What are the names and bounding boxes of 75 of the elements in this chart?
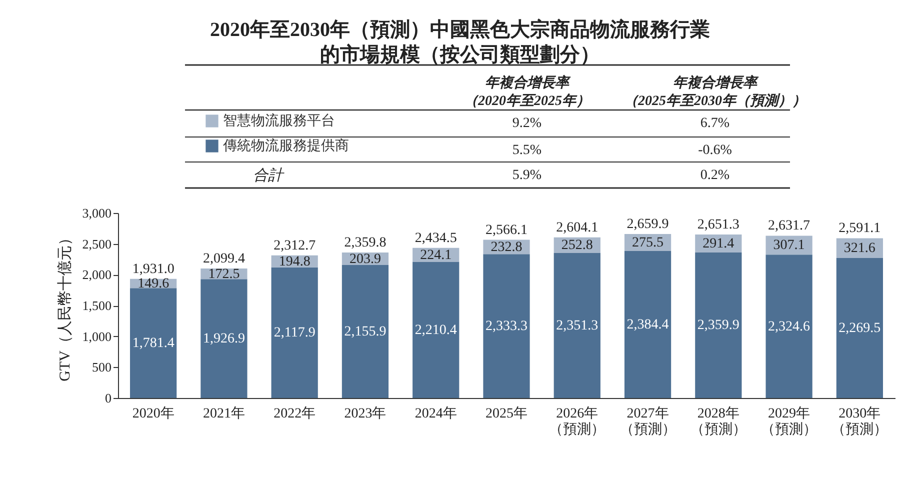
text: 5.9% (512, 168, 542, 183)
bar (200, 279, 248, 398)
total-label: 2,631.7 (768, 218, 810, 234)
text: 年複合增長率（2025年至2030年（預測）） (624, 74, 806, 109)
bar (271, 267, 318, 398)
bar (130, 288, 177, 398)
data-label: 1,781.4 (132, 336, 174, 352)
x-tick-label: 2029年（預測） (761, 406, 818, 438)
y-tick-label: 2,000 (82, 267, 112, 282)
y-tick-label: 1,000 (82, 328, 112, 344)
y-tick-label: 2,500 (82, 236, 112, 252)
total-label: 2,312.7 (274, 238, 316, 254)
total-label: 2,659.9 (626, 216, 669, 232)
total-label: 2,434.5 (414, 230, 457, 246)
data-label: 2,384.4 (626, 317, 669, 332)
text: 5.5% (512, 143, 542, 158)
data-label: 307.1 (773, 238, 805, 254)
y-tick-label: 3,000 (82, 206, 112, 220)
x-tick-label: 2028年（預測） (690, 406, 746, 438)
y-axis-title: GTV（人民幣十億元） (56, 230, 74, 382)
bar (624, 250, 672, 398)
data-label: 2,269.5 (838, 321, 881, 336)
data-label: 203.9 (349, 252, 381, 267)
data-label: 2,155.9 (344, 324, 386, 340)
x-tick-label: 2024年 (414, 406, 457, 422)
data-label: 291.4 (702, 236, 734, 252)
y-tick-label: 500 (92, 360, 112, 375)
total-label: 2,566.1 (486, 222, 528, 238)
bar (483, 254, 530, 398)
x-tick-label: 2030年（預測） (832, 406, 888, 438)
data-label: 275.5 (632, 235, 664, 250)
text: -0.6% (698, 143, 732, 158)
total-label: 2,591.1 (838, 221, 881, 236)
x-tick-label: 2021年 (202, 406, 245, 422)
bar (695, 252, 742, 398)
bar (342, 265, 389, 398)
data-label: 252.8 (561, 238, 593, 254)
x-tick-label: 2022年 (274, 406, 316, 422)
bar (412, 262, 460, 398)
total-label: 1,931.0 (132, 262, 174, 277)
x-tick-label: 2020年 (132, 406, 174, 422)
x-tick-label: 2025年 (486, 406, 528, 422)
y-tick-label: 0 (105, 390, 112, 406)
y-tick-label: 1,500 (82, 298, 112, 313)
data-label: 224.1 (420, 248, 452, 263)
legend-label: 智慧物流服務平台 (223, 113, 335, 129)
x-tick-label: 2026年（預測） (549, 406, 606, 438)
data-label: 1,926.9 (202, 332, 245, 347)
text: 9.2% (512, 116, 542, 131)
bar (766, 254, 812, 398)
data-label: 172.5 (208, 266, 240, 282)
data-label: 2,333.3 (486, 319, 528, 334)
chart-title: 2020年至2030年（預測）中國黑色大宗商品物流服務行業的市場規模（按公司類型劃分） (210, 18, 710, 66)
total-label: 2,604.1 (556, 220, 598, 236)
data-label: 321.6 (844, 241, 876, 256)
text: 年複合增長率（2020年至2025年） (464, 74, 590, 109)
data-label: 2,210.4 (414, 322, 457, 338)
data-label: 149.6 (138, 276, 170, 292)
x-tick-label: 2027年（預測） (620, 406, 676, 438)
legend-label: 傳統物流服務提供商 (222, 138, 349, 154)
text: 0.2% (700, 168, 730, 183)
data-label: 2,351.3 (556, 318, 598, 334)
total-label: 2,099.4 (202, 252, 245, 267)
total-label: 2,651.3 (697, 218, 740, 233)
text: 6.7% (700, 116, 730, 131)
data-label: 194.8 (278, 254, 310, 270)
data-label: 232.8 (490, 240, 522, 255)
total-label: 2,359.8 (344, 235, 386, 250)
bar (554, 253, 600, 398)
text: 合計 (253, 167, 285, 184)
data-label: 2,117.9 (274, 326, 316, 341)
data-label: 2,324.6 (768, 319, 810, 334)
data-label: 2,359.9 (697, 318, 740, 334)
bar (836, 258, 883, 398)
x-tick-label: 2023年 (344, 406, 386, 422)
